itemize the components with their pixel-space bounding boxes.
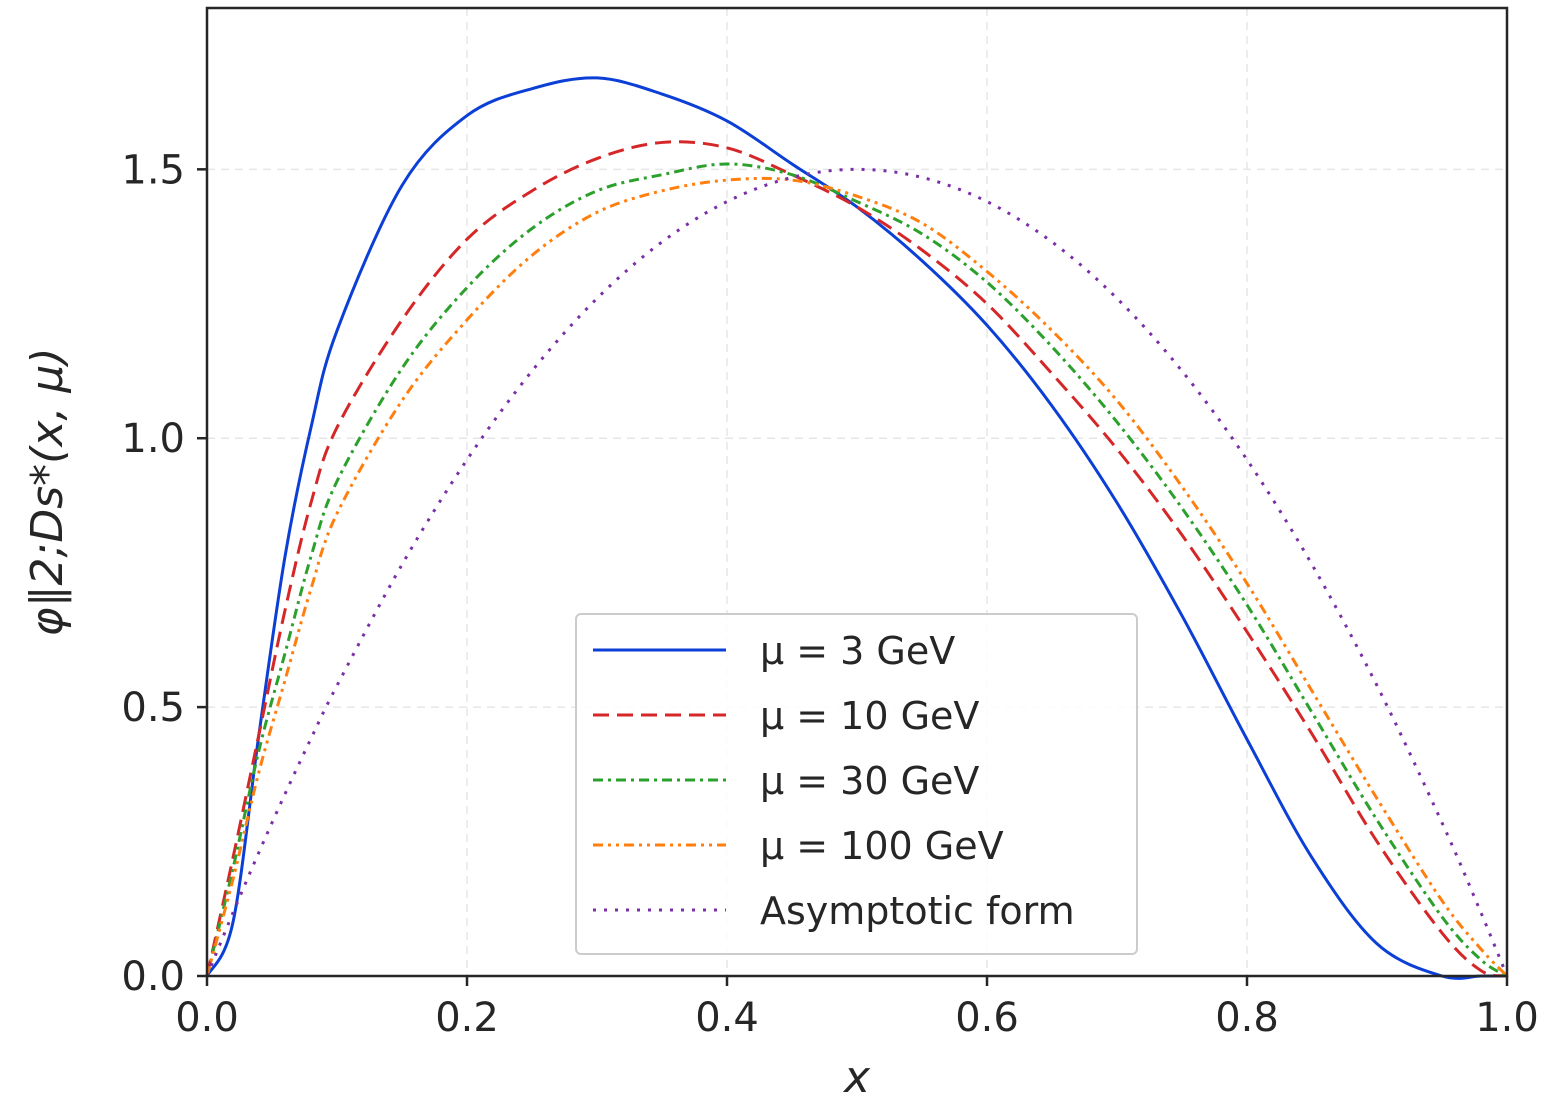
legend: μ = 3 GeV μ = 10 GeV μ = 30 GeV μ = 100 GeV… <box>575 613 1138 955</box>
grid-layer <box>207 8 1507 976</box>
series-line-mu-30-gev <box>205 162 1508 978</box>
legend-label-mu-100-gev: μ = 100 GeV <box>760 824 1004 868</box>
legend-label-mu-3-gev: μ = 3 GeV <box>760 629 955 673</box>
y-tick-label: 1.5 <box>121 147 185 193</box>
y-tick-label: 1.0 <box>121 416 185 462</box>
series-layer <box>205 76 1509 980</box>
legend-label-mu-30-gev: μ = 30 GeV <box>760 759 979 803</box>
x-tick-label: 0.8 <box>1215 995 1279 1041</box>
series-line-mu-3-gev <box>205 76 1507 980</box>
x-tick-label: 1.0 <box>1475 995 1539 1041</box>
x-tick-label: 0.2 <box>435 995 499 1041</box>
series-line-mu-10-gev <box>205 140 1508 978</box>
legend-box <box>575 613 1138 955</box>
legend-label-mu-10-gev: μ = 10 GeV <box>760 694 979 738</box>
tick-layer: 0.0 0.2 0.4 0.6 0.8 1.0 0.0 0.5 1.0 1.5 <box>121 147 1538 1041</box>
series-line-mu-100-gev <box>205 176 1509 978</box>
y-tick-label: 0.0 <box>121 954 185 1000</box>
plot-frame <box>205 6 1509 978</box>
y-axis-label: φ∥2;Ds*(x, μ) <box>22 348 73 637</box>
x-tick-label: 0.0 <box>175 995 239 1041</box>
x-tick-label: 0.4 <box>695 995 759 1041</box>
y-tick-label: 0.5 <box>121 685 185 731</box>
x-axis-label: x <box>842 1052 871 1101</box>
series-line-asymptotic <box>205 167 1509 977</box>
legend-label-asymptotic: Asymptotic form <box>760 889 1075 933</box>
x-tick-label: 0.6 <box>955 995 1019 1041</box>
